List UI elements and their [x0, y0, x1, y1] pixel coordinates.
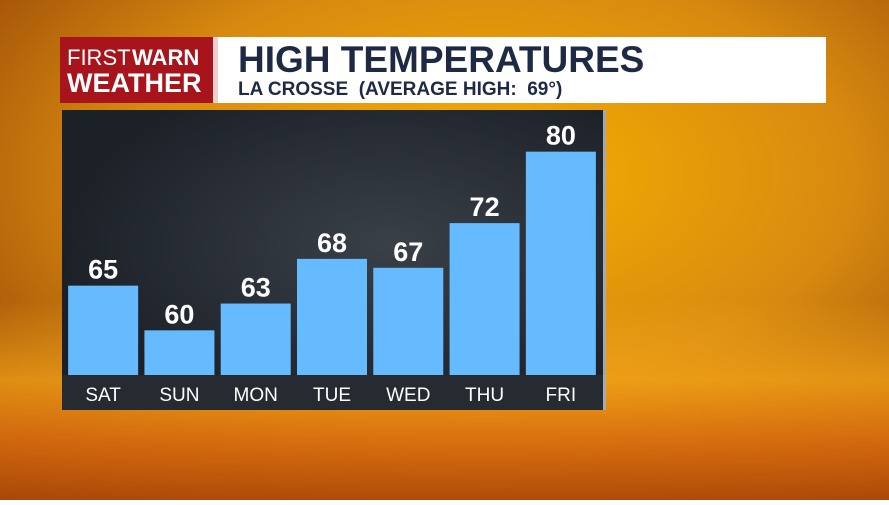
value-label: 63	[241, 273, 271, 303]
value-label: 72	[470, 192, 500, 222]
label-strip	[62, 375, 606, 410]
logo-edge	[213, 37, 218, 103]
value-label: 67	[393, 237, 423, 267]
value-label: 68	[317, 228, 347, 258]
logo-box	[60, 37, 218, 103]
logo-first: FIRST	[67, 45, 131, 70]
chart-subtitle: LA CROSSE (AVERAGE HIGH: 69°)	[238, 79, 562, 100]
value-label: 65	[88, 255, 118, 285]
value-label: 80	[546, 121, 576, 151]
bar	[449, 223, 520, 375]
x-tick-label: THU	[465, 385, 504, 406]
logo-weather: WEATHER	[67, 68, 202, 98]
bar	[525, 151, 596, 375]
x-tick-label: TUE	[313, 385, 351, 406]
bar	[297, 258, 367, 375]
bar	[373, 267, 444, 375]
bar	[220, 303, 291, 375]
bar	[144, 330, 215, 375]
bar	[68, 285, 139, 375]
chart-title: HIGH TEMPERATURES	[238, 39, 644, 80]
x-tick-label: SUN	[159, 385, 199, 406]
x-tick-label: FRI	[546, 385, 577, 406]
logo-warn: WARN	[132, 45, 199, 70]
x-tick-label: WED	[386, 385, 430, 406]
x-tick-label: MON	[234, 385, 278, 406]
x-tick-label: SAT	[85, 385, 121, 406]
value-label: 60	[164, 299, 194, 329]
panel-edge	[603, 110, 606, 410]
